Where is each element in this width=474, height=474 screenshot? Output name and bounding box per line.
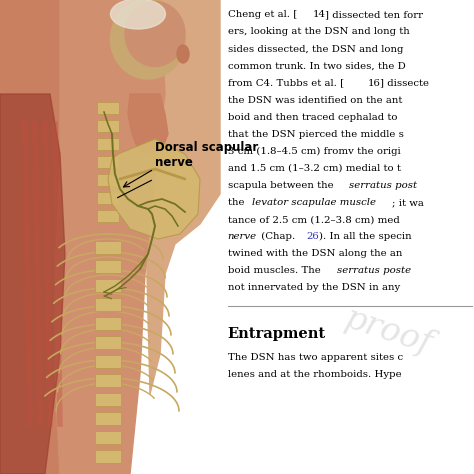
Text: ] dissected ten forr: ] dissected ten forr: [325, 10, 423, 19]
Polygon shape: [120, 0, 220, 394]
Text: lenes and at the rhomboids. Hype: lenes and at the rhomboids. Hype: [228, 370, 401, 379]
Bar: [95, 241, 121, 254]
Bar: [97, 120, 119, 132]
Text: 16: 16: [367, 79, 380, 88]
Bar: [95, 412, 121, 425]
Text: ; it wa: ; it wa: [392, 198, 424, 207]
Polygon shape: [0, 94, 65, 474]
Text: (Chap.: (Chap.: [258, 232, 299, 241]
Text: tance of 2.5 cm (1.2–3.8 cm) med: tance of 2.5 cm (1.2–3.8 cm) med: [228, 215, 399, 224]
Text: twined with the DSN along the an: twined with the DSN along the an: [228, 249, 402, 258]
Bar: [97, 192, 119, 204]
Bar: [95, 279, 121, 292]
Bar: [95, 355, 121, 368]
Text: sides dissected, the DSN and long: sides dissected, the DSN and long: [228, 45, 403, 54]
Bar: [95, 317, 121, 330]
Text: common trunk. In two sides, the D: common trunk. In two sides, the D: [228, 62, 405, 71]
Text: and 1.5 cm (1–3.2 cm) medial to t: and 1.5 cm (1–3.2 cm) medial to t: [228, 164, 401, 173]
Ellipse shape: [110, 0, 165, 29]
Text: 14: 14: [313, 10, 326, 19]
Bar: [97, 102, 119, 114]
Text: proof: proof: [341, 303, 437, 361]
Text: levator scapulae muscle: levator scapulae muscle: [252, 198, 376, 207]
Polygon shape: [128, 94, 168, 154]
Text: The DSN has two apparent sites c: The DSN has two apparent sites c: [228, 353, 402, 362]
Bar: [97, 138, 119, 150]
Bar: [95, 260, 121, 273]
Ellipse shape: [125, 1, 185, 66]
Bar: [0, 0, 220, 474]
Text: from C4. Tubbs et al. [: from C4. Tubbs et al. [: [228, 79, 344, 88]
Ellipse shape: [177, 45, 189, 63]
Ellipse shape: [110, 0, 185, 79]
Text: scapula between the: scapula between the: [228, 181, 337, 190]
Text: ] dissecte: ] dissecte: [380, 79, 428, 88]
Text: nerve: nerve: [155, 156, 193, 169]
Text: the DSN was identified on the ant: the DSN was identified on the ant: [228, 96, 402, 105]
Bar: [97, 210, 119, 222]
Bar: [95, 298, 121, 311]
Text: serratus poste: serratus poste: [337, 266, 411, 275]
Bar: [95, 336, 121, 349]
Text: boid muscles. The: boid muscles. The: [228, 266, 324, 275]
Text: nerve: nerve: [228, 232, 256, 241]
Polygon shape: [0, 0, 90, 474]
Bar: [97, 156, 119, 168]
Text: the: the: [228, 198, 247, 207]
Text: that the DSN pierced the middle s: that the DSN pierced the middle s: [228, 130, 403, 139]
Polygon shape: [108, 139, 200, 239]
Bar: [95, 374, 121, 387]
Text: ). In all the specin: ). In all the specin: [319, 232, 411, 241]
Polygon shape: [55, 0, 165, 474]
Text: Cheng et al. [: Cheng et al. [: [228, 10, 297, 19]
Bar: [95, 393, 121, 406]
Bar: [97, 174, 119, 186]
Text: serratus post: serratus post: [349, 181, 417, 190]
Text: 3 cm (1.8–4.5 cm) fromv the origi: 3 cm (1.8–4.5 cm) fromv the origi: [228, 147, 400, 156]
Text: boid and then traced cephalad to: boid and then traced cephalad to: [228, 113, 397, 122]
Text: Entrapment: Entrapment: [228, 327, 326, 341]
Text: Dorsal scapular: Dorsal scapular: [155, 141, 258, 154]
Text: not innervated by the DSN in any: not innervated by the DSN in any: [228, 283, 400, 292]
Text: ers, looking at the DSN and long th: ers, looking at the DSN and long th: [228, 27, 409, 36]
Bar: [95, 431, 121, 444]
Text: 26: 26: [307, 232, 319, 241]
Bar: [95, 450, 121, 463]
